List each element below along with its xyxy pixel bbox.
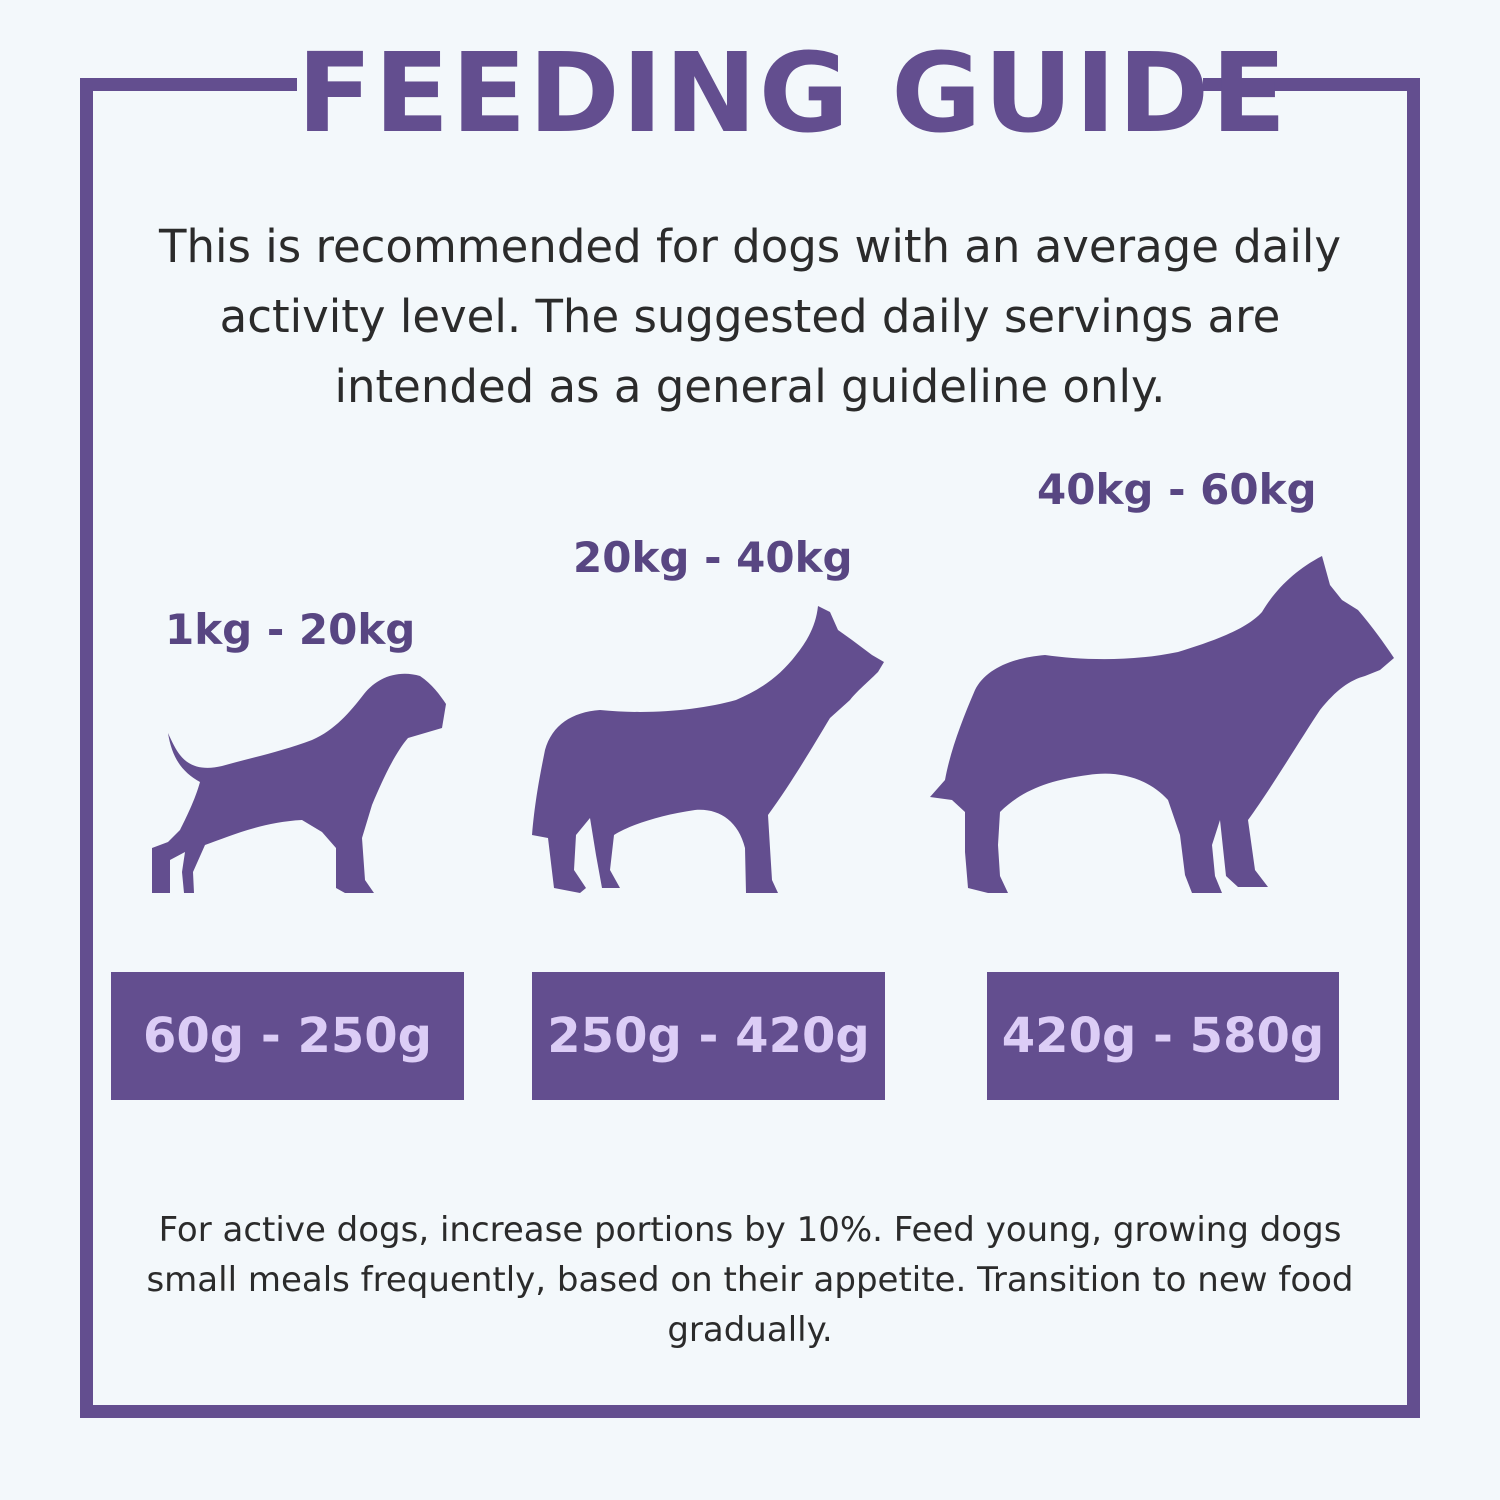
weight-range-large: 40kg - 60kg (1037, 465, 1317, 514)
weight-range-small: 1kg - 20kg (165, 605, 416, 654)
weight-range-medium: 20kg - 40kg (573, 533, 853, 582)
small-dog-icon (152, 673, 446, 893)
portion-box-small: 60g - 250g (111, 972, 464, 1100)
intro-text: This is recommended for dogs with an ave… (158, 220, 1342, 413)
footer-note: For active dogs, increase portions by 10… (146, 1210, 1354, 1350)
medium-dog-icon (532, 606, 884, 893)
portion-box-medium: 250g - 420g (532, 972, 885, 1100)
portion-box-large: 420g - 580g (987, 972, 1339, 1100)
page-title: FEEDING GUIDE (297, 28, 1289, 158)
large-dog-icon (930, 556, 1394, 893)
